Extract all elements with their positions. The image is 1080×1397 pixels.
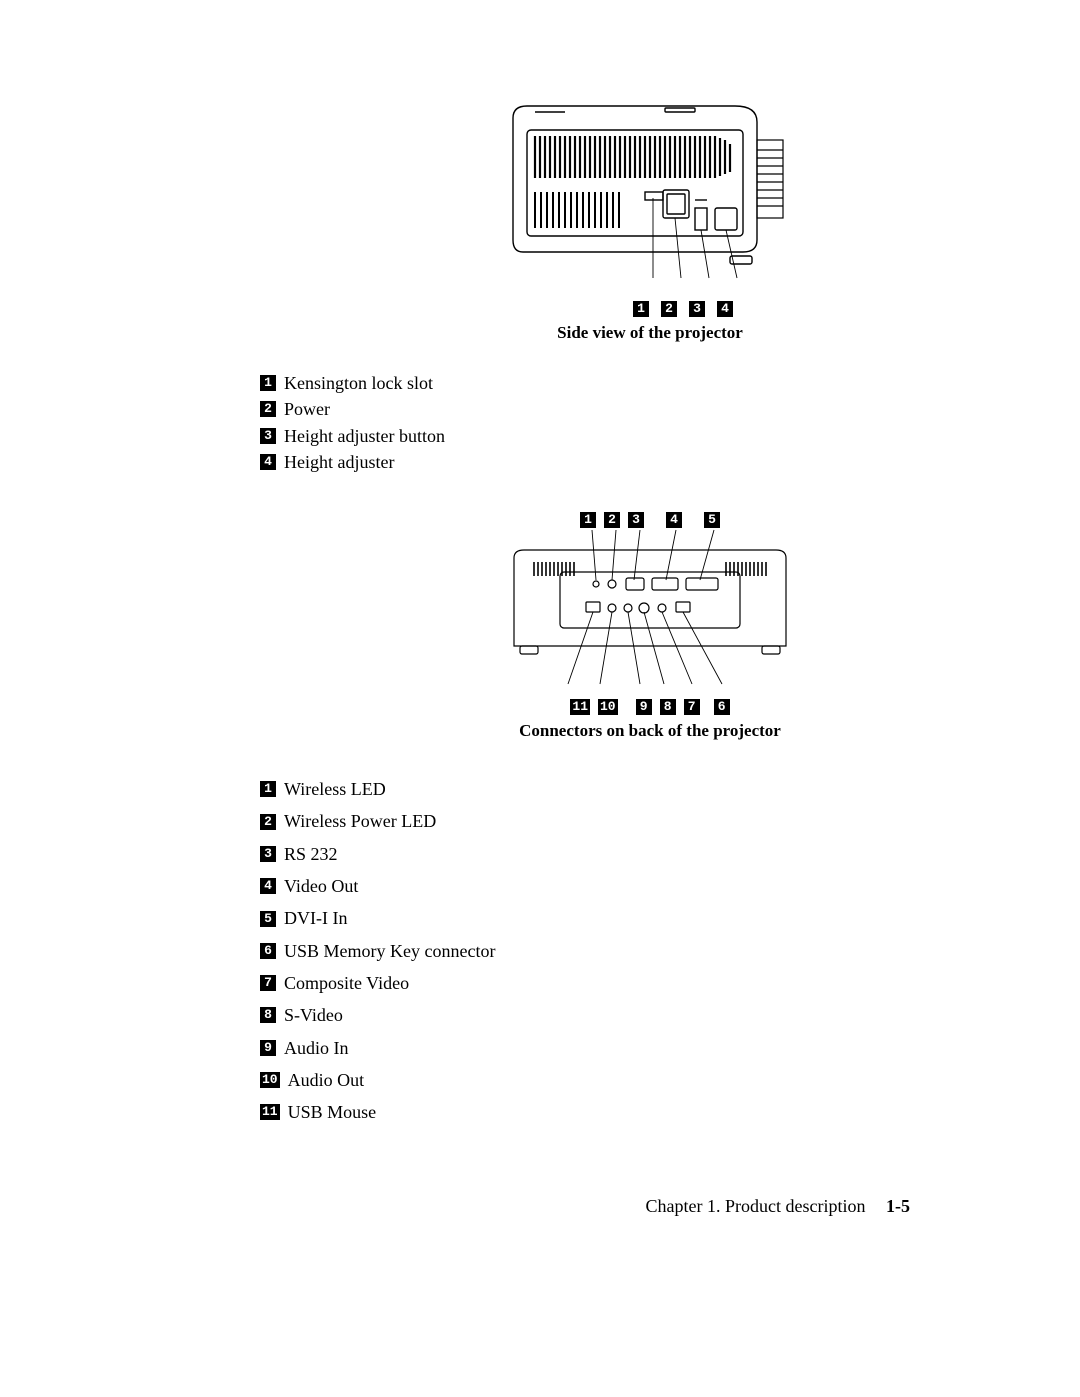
back-callouts-top: 1 2 3 4 5 [400,512,900,528]
legend-item: 3 RS 232 [260,842,900,866]
callout-badge: 4 [717,301,733,317]
legend-num: 2 [260,814,276,830]
callout-badge: 7 [684,699,700,715]
legend-label: Wireless LED [284,777,386,801]
legend-label: Height adjuster button [284,424,445,448]
legend-item: 1 Wireless LED [260,777,900,801]
legend-item: 2 Wireless Power LED [260,809,900,833]
callout-badge: 11 [570,699,590,715]
figure1-caption: Side view of the projector [400,323,900,343]
figure2-caption: Connectors on back of the projector [400,721,900,741]
legend-item: 6 USB Memory Key connector [260,939,900,963]
legend-item: 8 S-Video [260,1003,900,1027]
legend-label: Audio Out [288,1068,365,1092]
legend-item: 7 Composite Video [260,971,900,995]
legend-label: S-Video [284,1003,343,1027]
legend-num: 3 [260,428,276,444]
legend-item: 2 Power [260,397,900,421]
legend-num: 4 [260,454,276,470]
side-view-diagram [505,100,795,290]
callout-badge: 6 [714,699,730,715]
legend-label: RS 232 [284,842,338,866]
figure-back-view: 1 2 3 4 5 [400,512,900,741]
callout-badge: 3 [628,512,644,528]
callout-badge: 1 [633,301,649,317]
legend-side-view: 1 Kensington lock slot 2 Power 3 Height … [260,371,900,474]
callout-badge: 8 [660,699,676,715]
legend-label: USB Mouse [288,1100,377,1124]
legend-item: 4 Video Out [260,874,900,898]
legend-item: 4 Height adjuster [260,450,900,474]
legend-item: 11 USB Mouse [260,1100,900,1124]
legend-num: 3 [260,846,276,862]
legend-num: 2 [260,401,276,417]
legend-item: 9 Audio In [260,1036,900,1060]
callout-badge: 4 [666,512,682,528]
legend-back-view: 1 Wireless LED 2 Wireless Power LED 3 RS… [260,777,900,1124]
legend-label: Kensington lock slot [284,371,433,395]
legend-item: 3 Height adjuster button [260,424,900,448]
legend-num: 6 [260,943,276,959]
legend-item: 10 Audio Out [260,1068,900,1092]
callout-badge: 2 [604,512,620,528]
legend-label: USB Memory Key connector [284,939,495,963]
legend-item: 1 Kensington lock slot [260,371,900,395]
legend-num: 9 [260,1040,276,1056]
legend-label: Audio In [284,1036,349,1060]
legend-label: Height adjuster [284,450,394,474]
callout-badge: 5 [704,512,720,528]
legend-num: 7 [260,975,276,991]
legend-label: Wireless Power LED [284,809,436,833]
legend-num: 4 [260,878,276,894]
legend-label: Video Out [284,874,358,898]
legend-label: Composite Video [284,971,409,995]
callout-badge: 10 [598,699,618,715]
callout-badge: 1 [580,512,596,528]
legend-num: 1 [260,375,276,391]
legend-num: 11 [260,1104,280,1120]
legend-item: 5 DVI-I In [260,906,900,930]
footer-chapter: Chapter 1. Product description [646,1196,866,1216]
legend-num: 1 [260,781,276,797]
back-view-diagram [500,528,800,688]
side-callouts: 1 2 3 4 [466,301,900,317]
callout-badge: 9 [636,699,652,715]
back-callouts-bottom: 11 10 9 8 7 6 [400,699,900,715]
footer-page: 1-5 [886,1196,910,1216]
legend-num: 10 [260,1072,280,1088]
legend-label: DVI-I In [284,906,347,930]
legend-num: 8 [260,1007,276,1023]
figure-side-view: 1 2 3 4 Side view of the projector [400,100,900,343]
callout-badge: 2 [661,301,677,317]
callout-badge: 3 [689,301,705,317]
page-footer: Chapter 1. Product description 1-5 [646,1196,910,1217]
legend-label: Power [284,397,330,421]
legend-num: 5 [260,911,276,927]
page-content: 1 2 3 4 Side view of the projector 1 Ken… [260,100,900,1162]
